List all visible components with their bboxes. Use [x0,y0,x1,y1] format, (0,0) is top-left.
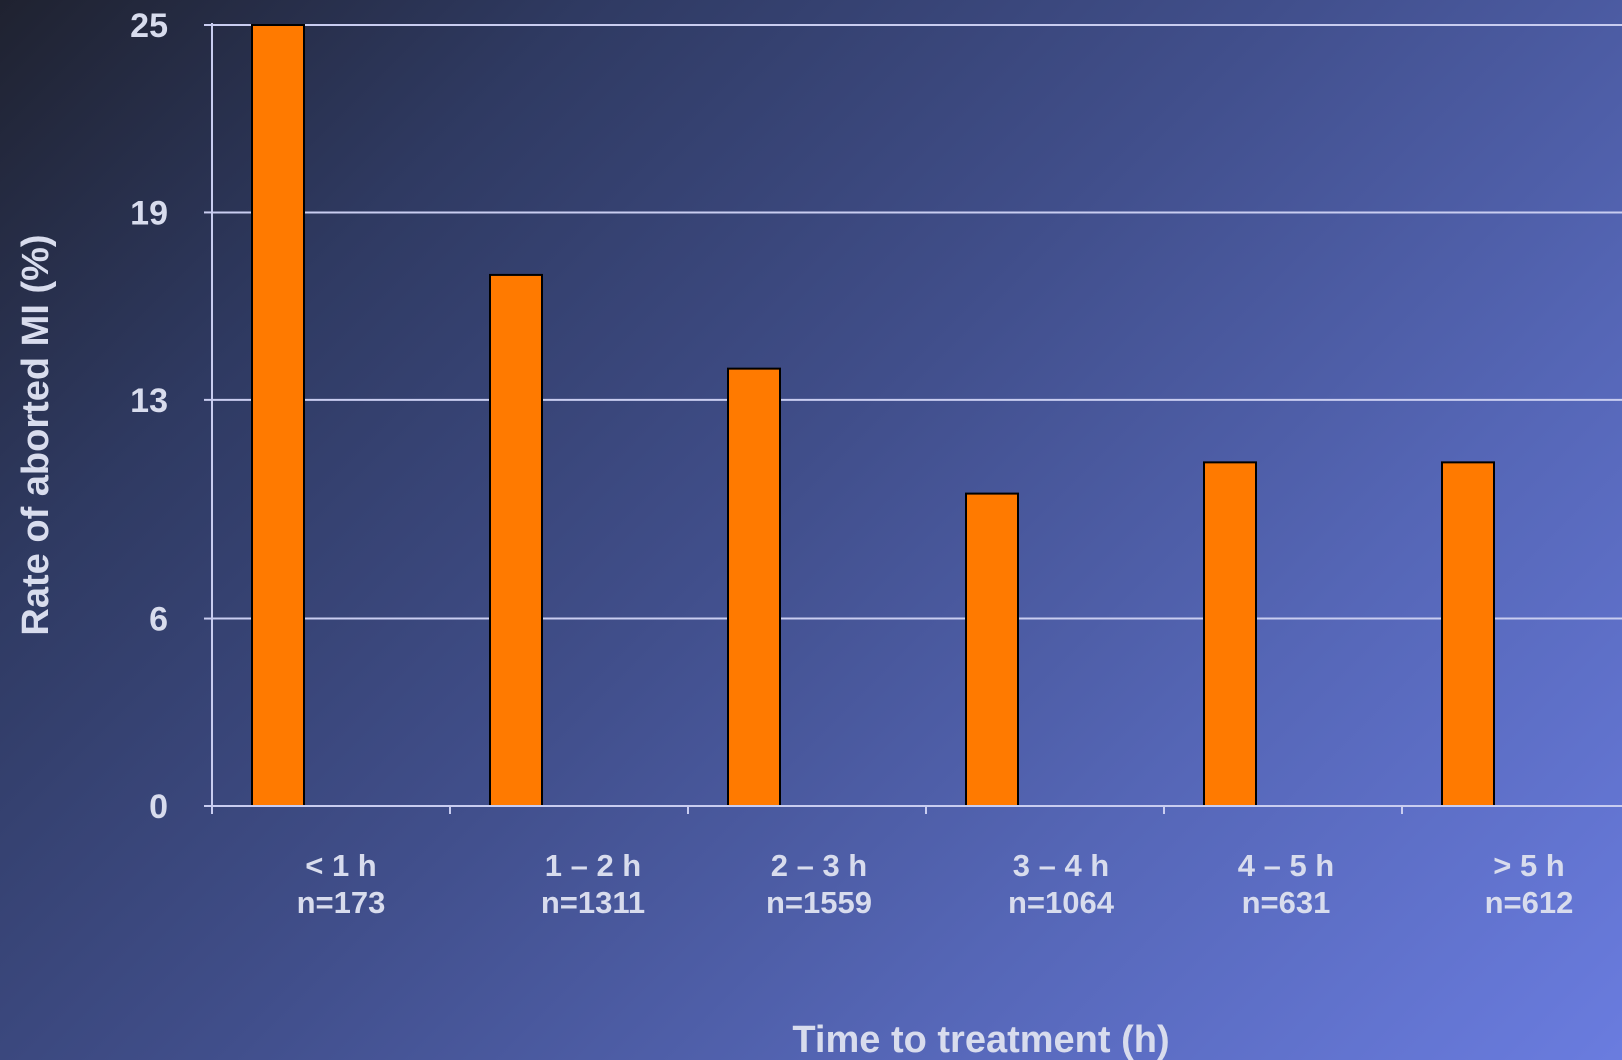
x-tick-sublabel: n=1311 [541,885,645,920]
x-tick-sublabel: n=1559 [766,885,872,920]
x-tick-label: 3 – 4 h [1013,848,1110,883]
bar [489,273,543,808]
x-tick-labels: < 1 hn=173 1 – 2 hn=1311 2 – 3 hn=1559 3 – … [297,848,1574,920]
y-axis-title: Rate of aborted MI (%) [15,234,57,635]
y-tick-label: 19 [130,194,168,232]
bar [965,492,1019,807]
bar [1203,461,1257,807]
bar [727,367,781,807]
grid-lines [212,24,1622,620]
x-axis-title: Time to treatment (h) [792,1019,1169,1060]
x-tick-label: < 1 h [305,848,377,883]
x-tick-sublabel: n=612 [1485,885,1574,920]
x-tick-label: > 5 h [1493,848,1565,883]
x-tick-sublabel: n=631 [1242,885,1331,920]
x-tick-label: 1 – 2 h [545,848,642,883]
x-tick-label: 2 – 3 h [771,848,868,883]
x-tick-sublabel: n=1064 [1008,885,1115,920]
y-tick-label: 0 [149,788,168,826]
y-tick-label: 6 [149,601,168,639]
y-tick-label: 13 [130,382,168,420]
y-tick-labels: 0 6 13 19 25 [130,7,168,826]
x-tick-label: 4 – 5 h [1238,848,1335,883]
x-tick-sublabel: n=173 [297,885,386,920]
bar [1441,461,1495,807]
axes [204,23,1622,814]
bars [251,24,1495,808]
bar [251,24,305,807]
y-tick-label: 25 [130,7,168,45]
